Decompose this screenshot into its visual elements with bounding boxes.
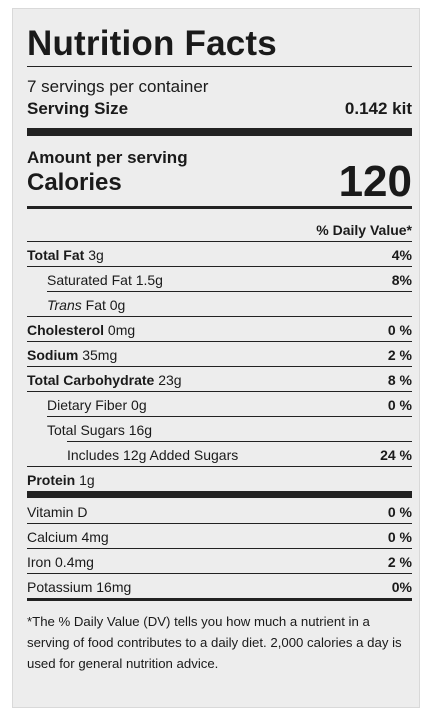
dietary-fiber-dv: 0 % [387,397,412,413]
iron-dv: 2 % [387,554,412,570]
saturated-fat-label: Saturated Fat [47,272,132,288]
total-carbohydrate-label: Total Carbohydrate [27,372,155,388]
protein-row: Protein 1g [27,471,95,489]
total-sugars-row: Total Sugars 16g [47,421,152,439]
amount-per-serving-label: Amount per serving [27,148,188,167]
cholesterol-row: Cholesterol 0mg [27,321,135,339]
trans-fat-amount: 0g [109,297,126,313]
calcium-row: Calcium 4mg [27,528,109,546]
title-divider [27,66,412,67]
row-divider [27,316,412,317]
iron-amount: 0.4mg [55,554,94,570]
sodium-label: Sodium [27,347,79,363]
potassium-amount: 16mg [96,579,132,595]
row-divider [27,266,412,267]
serving-size-value: 0.142 kit [344,99,412,118]
label-title: Nutrition Facts [27,24,277,63]
daily-value-header: % Daily Value* [316,222,412,238]
row-divider [27,523,412,524]
row-divider [27,466,412,467]
trans-fat-label-italic: Trans [47,297,82,313]
potassium-dv: 0% [391,579,412,595]
daily-value-footnote: *The % Daily Value (DV) tells you how mu… [27,614,402,671]
saturated-fat-amount: 1.5g [135,272,163,288]
sodium-dv: 2 % [387,347,412,363]
calories-label: Calories [27,169,122,196]
row-divider [27,341,412,342]
sodium-amount: 35mg [82,347,118,363]
total-carbohydrate-row: Total Carbohydrate 23g [27,371,182,389]
potassium-row: Potassium 16mg [27,578,131,596]
thick-divider-vitamins [27,491,412,498]
total-fat-dv: 4% [391,247,412,263]
calcium-dv: 0 % [387,529,412,545]
trans-fat-label: Fat [85,297,106,313]
total-carbohydrate-amount: 23g [158,372,182,388]
row-divider [47,291,412,292]
vitamin-d-dv: 0 % [387,504,412,520]
dietary-fiber-amount: 0g [131,397,147,413]
sodium-row: Sodium 35mg [27,346,117,364]
cholesterol-label: Cholesterol [27,322,105,338]
protein-amount: 1g [79,472,95,488]
iron-row: Iron 0.4mg [27,553,94,571]
row-divider [27,573,412,574]
total-fat-row: Total Fat 3g [27,246,104,264]
total-sugars-label: Total Sugars [47,422,125,438]
added-sugars-dv: 24 % [380,447,412,463]
nutrition-facts-panel: Nutrition Facts 7 servings per container… [12,8,420,708]
calories-divider [27,206,412,209]
serving-size-label: Serving Size [27,99,129,118]
total-fat-label: Total Fat [27,247,85,263]
total-carbohydrate-dv: 8 % [387,372,412,388]
calories-value: 120 [338,157,412,206]
dietary-fiber-row: Dietary Fiber 0g [47,396,147,414]
row-divider [27,391,412,392]
thick-divider-top [27,128,412,136]
row-divider [27,366,412,367]
calcium-label: Calcium [27,529,78,545]
dietary-fiber-label: Dietary Fiber [47,397,128,413]
trans-fat-row: Trans Fat 0g [47,296,125,314]
row-divider [27,548,412,549]
cholesterol-dv: 0 % [387,322,412,338]
row-divider [47,416,412,417]
saturated-fat-dv: 8% [391,272,412,288]
cholesterol-amount: 0mg [107,322,136,338]
footnote-divider [27,598,412,601]
vitamin-d-label: Vitamin D [27,504,88,520]
total-fat-amount: 3g [88,247,104,263]
potassium-label: Potassium [27,579,93,595]
added-sugars-label: Includes 12g Added Sugars [67,447,239,463]
protein-label: Protein [27,472,76,488]
row-divider [27,241,412,242]
iron-label: Iron [27,554,52,570]
row-divider [67,441,412,442]
total-sugars-amount: 16g [128,422,153,438]
calcium-amount: 4mg [81,529,109,545]
saturated-fat-row: Saturated Fat 1.5g [47,271,163,289]
servings-per-container: 7 servings per container [27,77,209,96]
